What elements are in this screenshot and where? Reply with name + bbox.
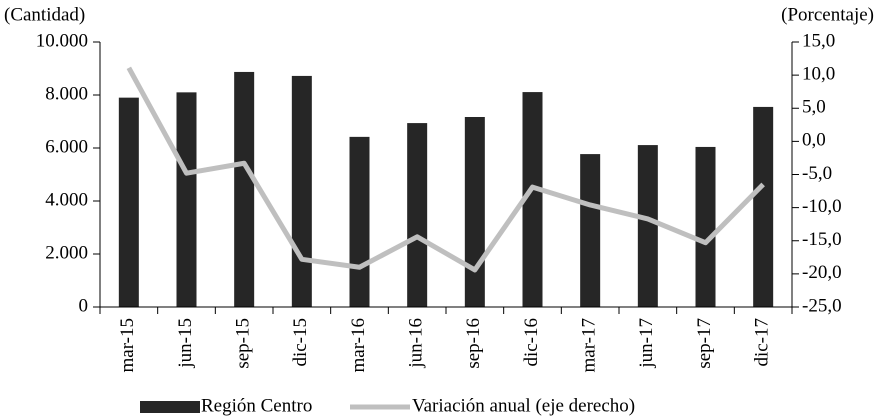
y2-tick-label: 0,0 [802,130,826,151]
legend-swatch [140,401,200,413]
y-tick-label: 10.000 [36,30,88,51]
y2-tick-label: 5,0 [802,97,826,118]
x-tick-label: jun-16 [406,318,427,369]
bar [349,136,370,307]
bar [753,106,774,307]
y2-tick-label: -10,0 [802,196,842,217]
x-tick-label: dic-15 [290,318,311,367]
x-tick-label: jun-15 [175,318,196,369]
y-tick-label: 0 [79,295,89,316]
y2-tick-label: -25,0 [802,295,842,316]
x-tick-label: dic-16 [521,318,542,367]
bar [407,123,428,307]
y-tick-label: 4.000 [45,189,88,210]
legend-label: Variación anual (eje derecho) [412,395,635,416]
x-tick-label: sep-15 [233,318,254,369]
bar [291,75,312,307]
y2-tick-label: -5,0 [802,163,832,184]
bar [464,116,485,308]
bar [637,145,658,307]
bar [522,92,543,308]
x-tick-label: mar-15 [117,318,138,373]
x-tick-label: jun-17 [636,318,657,369]
y-axis-label: (Cantidad) [4,4,85,25]
y2-tick-label: 15,0 [802,30,835,51]
bar [118,97,139,308]
x-tick-label: mar-16 [348,318,369,373]
y2-tick-label: -15,0 [802,229,842,250]
line [126,66,765,273]
y2-tick-label: 10,0 [802,63,835,84]
y2-tick-label: -20,0 [802,262,842,283]
x-tick-label: sep-17 [694,318,715,369]
legend-label: Región Centro [201,395,312,416]
y2-axis-label: (Porcentaje) [781,4,874,25]
bar [695,146,716,307]
bar [176,92,197,307]
bar [234,71,255,307]
y-tick-label: 8.000 [45,83,88,104]
y-tick-label: 6.000 [45,136,88,157]
x-tick-label: sep-16 [463,318,484,369]
bar [580,154,601,307]
y-tick-label: 2.000 [45,242,88,263]
x-tick-label: dic-17 [752,318,773,367]
x-tick-label: mar-17 [579,318,600,373]
